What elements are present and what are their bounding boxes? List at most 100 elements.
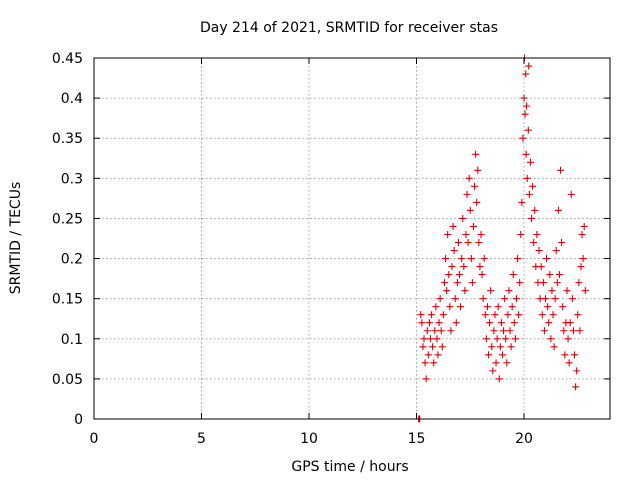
data-point: [548, 287, 556, 295]
data-point: [433, 335, 441, 343]
data-point: [450, 247, 458, 255]
data-point: [461, 287, 469, 295]
data-point: [474, 166, 482, 174]
data-point: [567, 190, 575, 198]
data-point: [481, 311, 489, 319]
data-point: [546, 271, 554, 279]
data-point: [499, 351, 506, 359]
data-point: [508, 303, 516, 311]
data-point: [561, 351, 569, 359]
data-point: [462, 230, 470, 238]
data-point: [480, 255, 488, 263]
y-tick-label: 0.4: [61, 91, 83, 107]
data-point: [452, 319, 460, 327]
data-point: [434, 351, 442, 359]
x-tick-label: 0: [90, 431, 99, 447]
data-point: [538, 311, 546, 319]
data-point: [522, 150, 530, 158]
data-point: [520, 94, 528, 102]
data-point: [477, 230, 485, 238]
data-point: [430, 359, 438, 367]
y-tick-label: 0.05: [52, 372, 83, 388]
y-tick-label: 0.3: [61, 171, 83, 187]
data-point: [516, 279, 524, 287]
data-point: [471, 182, 479, 190]
data-point: [472, 150, 480, 158]
data-point: [435, 319, 443, 327]
data-point: [425, 319, 433, 327]
data-point: [566, 319, 574, 327]
data-point: [432, 303, 440, 311]
data-point: [428, 311, 436, 319]
data-point: [491, 311, 499, 319]
data-point: [495, 375, 503, 383]
data-point: [557, 166, 565, 174]
grid-lines: [94, 58, 610, 419]
data-point: [555, 271, 563, 279]
data-point: [554, 206, 562, 214]
data-point: [456, 271, 463, 279]
data-point: [485, 351, 493, 359]
data-point: [512, 295, 520, 303]
data-point: [454, 239, 462, 247]
data-point: [551, 295, 559, 303]
data-point: [445, 271, 453, 279]
data-point: [571, 351, 579, 359]
data-point: [475, 239, 483, 247]
data-point: [533, 230, 541, 238]
data-point: [502, 335, 510, 343]
data-point: [453, 279, 461, 287]
data-point: [426, 335, 434, 343]
data-point: [507, 343, 515, 351]
data-point: [509, 271, 517, 279]
data-point: [479, 295, 487, 303]
data-point: [525, 62, 533, 70]
y-tick-label: 0.45: [52, 51, 83, 67]
y-tick-label: 0.2: [61, 252, 83, 268]
data-point: [468, 279, 476, 287]
data-point: [451, 295, 459, 303]
data-point: [422, 375, 430, 383]
data-point: [543, 255, 551, 263]
data-point: [505, 287, 513, 295]
data-point: [542, 295, 549, 303]
data-point: [550, 343, 558, 351]
plot-frame: [93, 57, 611, 420]
data-point: [574, 311, 582, 319]
data-point: [545, 319, 553, 327]
data-point: [418, 319, 426, 327]
data-point: [528, 214, 536, 222]
y-tick-label: 0.25: [52, 211, 83, 227]
data-point: [514, 255, 522, 263]
data-point: [552, 247, 560, 255]
data-point: [515, 311, 523, 319]
data-point: [442, 255, 450, 263]
data-point: [577, 263, 585, 271]
data-point: [573, 367, 581, 375]
data-point: [569, 327, 577, 335]
data-point: [431, 327, 439, 335]
data-point: [523, 174, 531, 182]
data-point: [424, 351, 432, 359]
data-point: [447, 327, 455, 335]
data-point: [419, 343, 427, 351]
y-tick-label: 0: [74, 412, 83, 428]
data-point: [437, 327, 445, 335]
chart-title: Day 214 of 2021, SRMTID for receiver sta…: [200, 20, 498, 36]
data-point: [467, 255, 475, 263]
data-point: [504, 311, 512, 319]
data-point: [575, 279, 583, 287]
data-point: [448, 263, 456, 271]
data-point: [444, 230, 452, 238]
data-point: [501, 295, 509, 303]
x-tick-label: 5: [197, 431, 206, 447]
data-point: [417, 311, 425, 319]
data-point: [457, 303, 465, 311]
data-point: [497, 319, 505, 327]
data-point: [580, 222, 588, 230]
data-point: [449, 222, 457, 230]
data-point: [565, 359, 573, 367]
data-point: [540, 327, 548, 335]
data-point: [429, 343, 437, 351]
data-point: [529, 182, 537, 190]
